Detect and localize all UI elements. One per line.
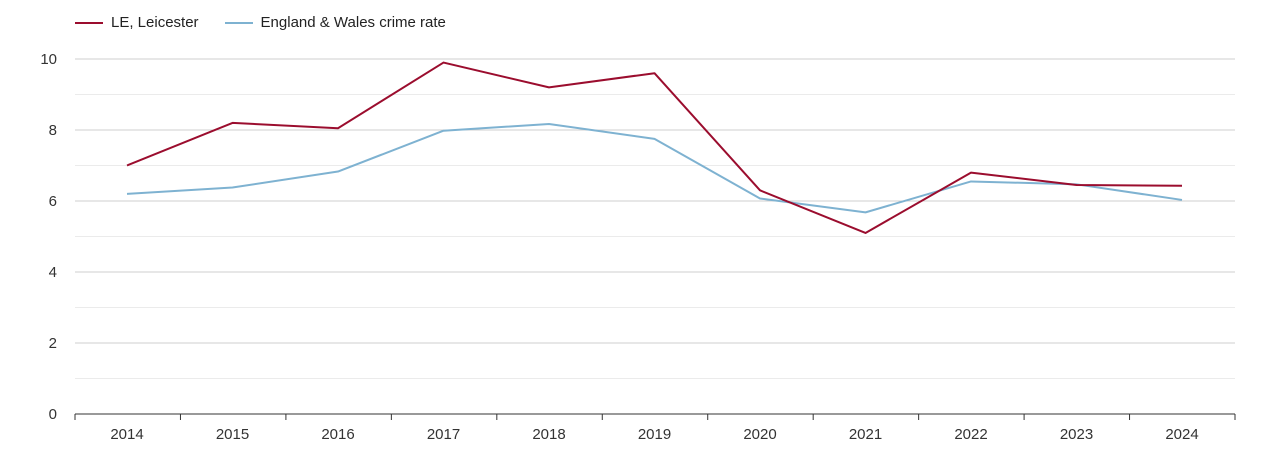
x-tick-label: 2015 [216,426,249,443]
x-tick-label: 2022 [954,426,987,443]
series-line-england-wales [126,122,1183,214]
x-tick-label: 2017 [427,426,460,443]
x-tick-label: 2018 [532,426,565,443]
y-tick-label: 2 [49,335,57,352]
y-tick-label: 8 [49,122,57,139]
x-tick-label: 2014 [110,426,143,443]
legend-label-england-wales: England & Wales crime rate [260,14,446,31]
legend-item-leicester[interactable]: LE, Leicester [75,14,199,31]
legend-item-england-wales[interactable]: England & Wales crime rate [224,14,446,31]
legend-swatch-leicester [75,21,103,24]
legend-swatch-england-wales [224,21,253,24]
x-tick-label: 2016 [321,426,354,443]
y-tick-label: 6 [49,193,57,210]
x-tick-label: 2024 [1165,426,1198,443]
x-tick-label: 2020 [743,426,776,443]
y-tick-label: 10 [40,51,57,68]
y-tick-label: 4 [49,264,57,281]
series-line-leicester [126,61,1183,234]
legend: LE, Leicester England & Wales crime rate [75,14,446,31]
legend-label-leicester: LE, Leicester [111,14,199,31]
x-tick-label: 2023 [1060,426,1093,443]
y-tick-label: 0 [49,406,57,423]
x-tick-label: 2021 [849,426,882,443]
x-tick-label: 2019 [638,426,671,443]
